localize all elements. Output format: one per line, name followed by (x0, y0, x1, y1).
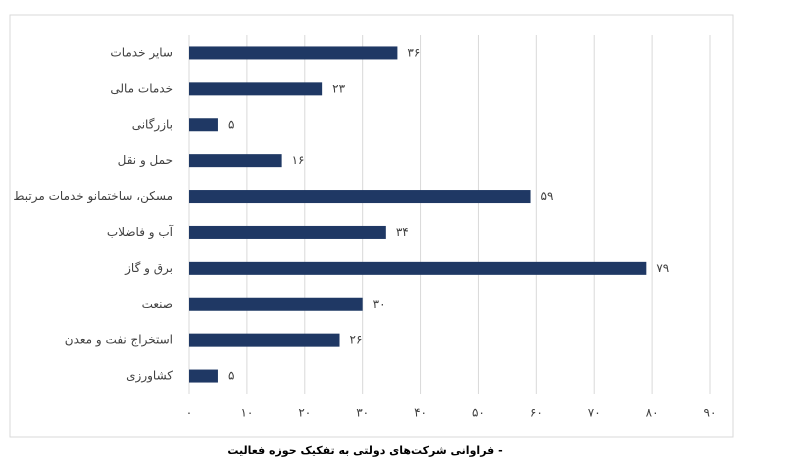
x-tick-label: ۵۰ (472, 406, 485, 420)
data-label: ۵۹ (541, 189, 554, 203)
y-tick-label: مسکن، ساختمانو خدمات مرتبط (13, 189, 173, 204)
data-label: ۳۰ (373, 297, 386, 311)
bar (189, 369, 218, 383)
bar (189, 261, 647, 275)
data-label: ۱۶ (292, 153, 305, 167)
bar (189, 225, 386, 239)
bar (189, 333, 340, 347)
x-tick-label: ۹۰ (704, 406, 717, 420)
y-tick-label: برق و گاز (124, 261, 173, 276)
data-label: ۵ (228, 369, 234, 383)
bar (189, 297, 363, 311)
caption: - فراوانی شرکت‌های دولتی به تفکیک حوزه ف… (227, 444, 502, 457)
x-tick-label: ۸۰ (646, 406, 659, 420)
y-tick-label: صنعت (142, 297, 173, 311)
data-label: ۲۶ (350, 333, 363, 347)
bar (189, 82, 323, 96)
bar (189, 190, 531, 204)
x-tick-label: ۳۰ (356, 406, 369, 420)
data-label: ۷۹ (656, 261, 669, 275)
data-label: ۳۶ (407, 45, 420, 59)
x-tick-label: ۰ (186, 406, 192, 420)
chart-frame (9, 14, 734, 438)
y-tick-label: کشاورزی (126, 369, 173, 384)
y-tick-label: حمل و نقل (118, 153, 173, 168)
x-tick-label: ۶۰ (530, 406, 543, 420)
y-tick-label: آب و فاضلاب (107, 224, 174, 240)
bar (189, 46, 398, 60)
x-tick-label: ۴۰ (414, 406, 427, 420)
x-tick-label: ۲۰ (298, 406, 311, 420)
data-label: ۳۴ (396, 225, 409, 239)
y-tick-label: خدمات مالی (110, 81, 173, 95)
data-label: ۵ (228, 117, 234, 131)
y-tick-label: استخراج نفت و معدن (65, 333, 173, 348)
bar (189, 118, 218, 132)
data-label: ۲۳ (332, 81, 345, 95)
y-tick-label: سایر خدمات (110, 45, 173, 60)
bar (189, 154, 282, 168)
x-tick-label: ۷۰ (588, 406, 601, 420)
y-tick-label: بازرگانی (132, 117, 173, 132)
x-tick-label: ۱۰ (240, 406, 253, 420)
